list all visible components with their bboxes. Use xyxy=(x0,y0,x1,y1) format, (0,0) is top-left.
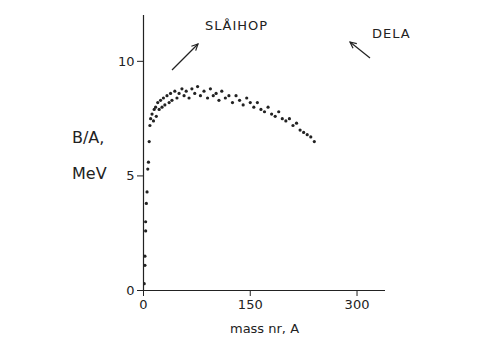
svg-text:300: 300 xyxy=(345,297,370,312)
svg-text:10: 10 xyxy=(118,53,135,68)
html-text:DELA: DELA xyxy=(372,26,411,41)
html-text:B/A, MeV: B/A, MeV xyxy=(72,128,107,183)
html-text:SLÅIHOP: SLÅIHOP xyxy=(205,18,269,33)
svg-text:5: 5 xyxy=(126,168,134,183)
svg-text:0: 0 xyxy=(126,283,134,298)
svg-text:150: 150 xyxy=(238,297,263,312)
svg-text:mass nr, A: mass nr, A xyxy=(230,321,299,336)
svg-text:0: 0 xyxy=(139,297,147,312)
